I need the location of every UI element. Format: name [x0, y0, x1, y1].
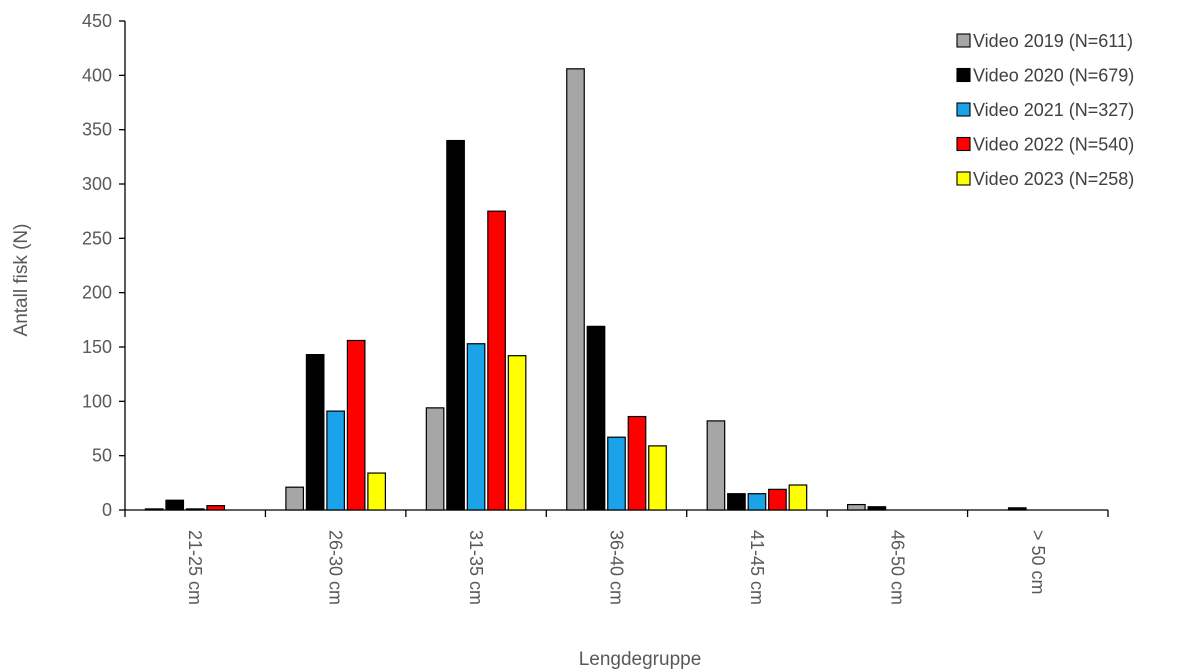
- legend: Video 2019 (N=611) Video 2020 (N=679) Vide…: [956, 31, 1134, 189]
- y-tick-label: 50: [92, 446, 112, 466]
- y-axis: 0 50 100 150 200 250 300 350 400 450: [82, 11, 126, 520]
- bar: [727, 493, 746, 511]
- legend-swatch: [956, 33, 971, 48]
- bar: [507, 355, 527, 511]
- bar: [165, 499, 185, 511]
- x-tick-label: 41-45 cm: [747, 530, 767, 605]
- x-tick-label: 36-40 cm: [607, 530, 627, 605]
- bar: [144, 508, 164, 511]
- bar: [768, 488, 787, 511]
- y-tick-label: 450: [82, 11, 112, 31]
- bar: [566, 68, 585, 511]
- y-tick-label: 200: [82, 283, 112, 303]
- bar: [326, 410, 345, 511]
- bar: [788, 484, 808, 511]
- legend-swatch: [956, 102, 971, 117]
- x-axis-title: Lengdegruppe: [579, 649, 702, 670]
- y-tick-label: 150: [82, 337, 112, 357]
- bar: [867, 506, 887, 511]
- bar: [706, 420, 726, 511]
- legend-label: Video 2020 (N=679): [973, 66, 1134, 86]
- x-axis: 21-25 cm 26-30 cm 31-35 cm 36-40 cm 41-45 cm…: [124, 509, 1109, 605]
- bar: [206, 505, 226, 511]
- legend-label: Video 2021 (N=327): [973, 100, 1134, 120]
- x-tick-label: 21-25 cm: [185, 530, 205, 605]
- y-tick-label: 400: [82, 65, 112, 85]
- bar: [346, 339, 366, 511]
- bar: [1007, 507, 1027, 511]
- bar: [847, 503, 866, 511]
- bar: [425, 407, 445, 511]
- legend-label: Video 2022 (N=540): [973, 135, 1134, 155]
- bar: [305, 354, 325, 511]
- x-tick-label: > 50 cm: [1028, 530, 1048, 595]
- legend-label: Video 2019 (N=611): [973, 31, 1133, 51]
- y-tick-label: 100: [82, 391, 112, 411]
- legend-swatch: [956, 136, 971, 152]
- bar: [607, 436, 626, 511]
- bars: [144, 68, 1027, 511]
- bar: [627, 415, 647, 511]
- y-tick-label: 0: [102, 500, 112, 520]
- bar: [586, 325, 606, 511]
- y-tick-label: 300: [82, 174, 112, 194]
- x-tick-label: 46-50 cm: [887, 530, 907, 605]
- bar: [185, 508, 205, 511]
- bar: [367, 472, 386, 511]
- bar: [466, 343, 486, 511]
- legend-label: Video 2023 (N=258): [973, 169, 1134, 189]
- y-axis-title: Antall fisk (N): [11, 224, 32, 337]
- bar: [648, 445, 667, 511]
- bar: [747, 493, 767, 511]
- y-tick-label: 350: [82, 120, 112, 140]
- bar: [285, 486, 304, 511]
- y-tick-label: 250: [82, 228, 112, 248]
- bar: [446, 139, 465, 511]
- legend-swatch: [956, 171, 971, 186]
- x-tick-label: 31-35 cm: [466, 530, 486, 605]
- legend-swatch: [956, 67, 971, 83]
- bar: [487, 210, 506, 511]
- x-tick-label: 26-30 cm: [326, 530, 346, 605]
